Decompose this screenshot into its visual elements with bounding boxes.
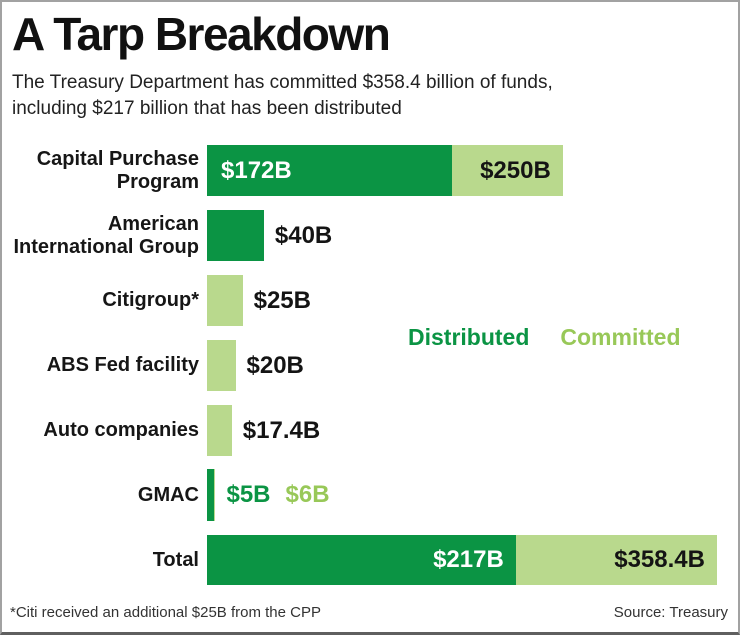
chart-row-abs-fed-facility: ABS Fed facility $20B	[2, 340, 738, 391]
row-category-label: Auto companies	[43, 419, 199, 441]
committed-bar	[207, 275, 243, 326]
bar-group: $5B $6B	[207, 469, 330, 521]
source-credit: Source: Treasury	[613, 604, 728, 621]
row-category-label: American International Group	[13, 212, 199, 258]
chart-row-gmac: GMAC $5B $6B	[2, 469, 738, 521]
chart-row-citigroup: Citigroup* $25B	[2, 275, 738, 326]
distributed-bar	[207, 210, 264, 261]
chart-row-capital-purchase-program: Capital Purchase Program $172B $250B	[2, 145, 738, 196]
row-category-label: ABS Fed facility	[46, 354, 199, 376]
committed-value-label: $25B	[253, 286, 311, 314]
bar-group: $40B	[207, 210, 332, 261]
distributed-value-label: $40B	[274, 221, 333, 249]
row-category-label: Citigroup*	[102, 289, 199, 311]
footnote: *Citi received an additional $25B from t…	[10, 604, 322, 621]
bar-group: $172B $250B	[207, 145, 563, 196]
distributed-bar: $217B	[207, 535, 516, 585]
committed-value-label: $20B	[246, 351, 304, 379]
committed-value-label: $358.4B	[614, 546, 705, 573]
chart-row-total: Total $217B $358.4B	[2, 535, 738, 585]
page-subtitle: The Treasury Department has committed $3…	[12, 72, 553, 119]
committed-value-label: $250B	[480, 156, 551, 184]
committed-value-label: $17.4B	[242, 416, 321, 444]
legend: Distributed Committed	[408, 324, 681, 351]
committed-bar: $358.4B	[515, 535, 717, 585]
distributed-value-label: $217B	[433, 546, 504, 573]
row-category-label: GMAC	[137, 483, 199, 506]
committed-bar	[207, 340, 236, 391]
distributed-value-label: $172B	[221, 156, 292, 184]
distributed-value-label: $5B	[226, 481, 271, 508]
page-title: A Tarp Breakdown	[12, 8, 391, 60]
bar-group: $20B	[207, 340, 304, 391]
committed-value-label: $6B	[285, 481, 330, 508]
row-category-label: Capital Purchase Program	[36, 147, 199, 193]
distributed-bar: $172B	[207, 145, 452, 196]
bar-group: $25B	[207, 275, 311, 326]
bar-group: $17.4B	[207, 405, 320, 456]
bar-group: $217B $358.4B	[207, 535, 717, 585]
row-category-label: Total	[152, 548, 199, 571]
committed-bar	[207, 405, 232, 456]
committed-bar	[214, 469, 216, 521]
distributed-bar	[207, 469, 215, 521]
legend-committed: Committed	[560, 324, 681, 350]
legend-distributed: Distributed	[408, 324, 530, 350]
chart-row-aig: American International Group $40B	[2, 210, 738, 261]
committed-bar: $250B	[451, 145, 563, 196]
chart-row-auto-companies: Auto companies $17.4B	[2, 405, 738, 456]
